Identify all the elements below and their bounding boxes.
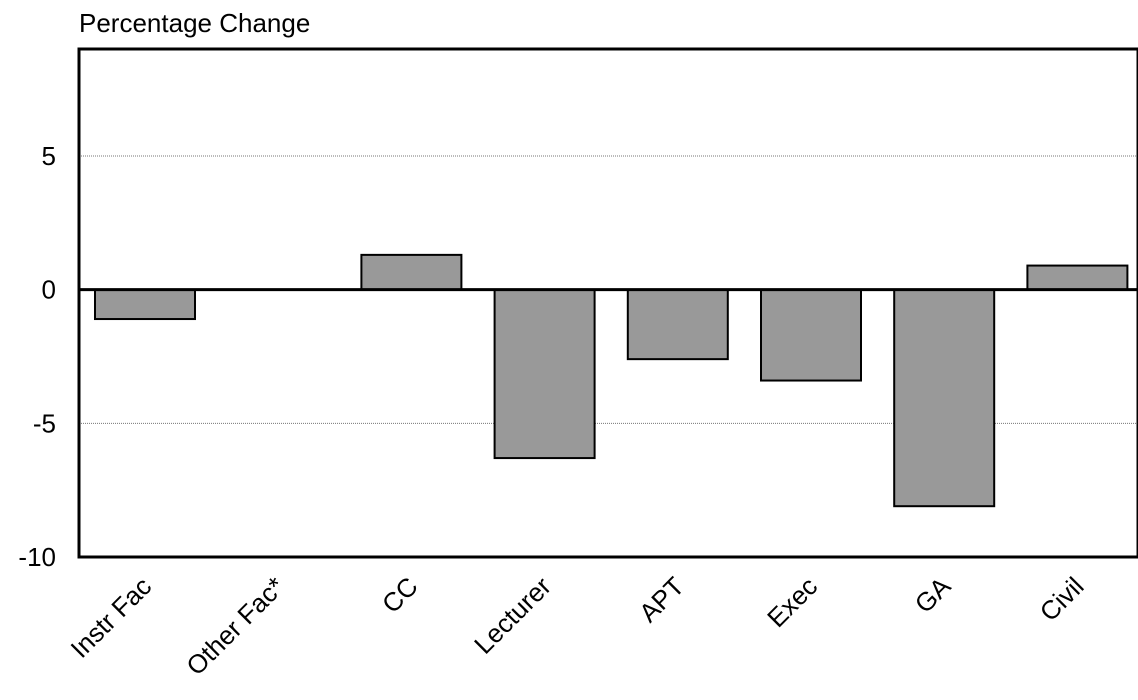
y-tick-label: 0 <box>42 275 56 305</box>
y-tick-label: -10 <box>18 542 56 572</box>
x-tick-label: Civil <box>1034 571 1090 627</box>
x-tick-labels: Instr Fac Other Fac* CC Lecturer APT Exec GA Ci… <box>65 571 1090 682</box>
y-tick-label: -5 <box>33 408 56 438</box>
y-tick-labels: -10 -5 0 5 <box>18 141 56 572</box>
x-tick-label: Other Fac* <box>180 571 290 681</box>
bar-instr-fac <box>94 288 196 321</box>
y-axis-label: Percentage Change <box>79 8 310 38</box>
bar-apt <box>626 288 729 361</box>
bar-civil <box>1026 264 1129 291</box>
bar-lecturer <box>493 288 596 460</box>
x-tick-label: Instr Fac <box>65 571 158 664</box>
bar-ga <box>893 288 996 508</box>
x-tick-label: CC <box>376 571 424 619</box>
x-tick-label: GA <box>909 571 957 619</box>
x-tick-label: Exec <box>761 571 823 633</box>
bar-cc <box>360 253 463 291</box>
plot-frame <box>77 47 1138 559</box>
y-tick-label: 5 <box>42 141 56 171</box>
x-tick-label: APT <box>633 571 690 628</box>
bars <box>94 253 1129 508</box>
bar-exec <box>760 288 862 382</box>
x-tick-label: Lecturer <box>468 571 557 660</box>
